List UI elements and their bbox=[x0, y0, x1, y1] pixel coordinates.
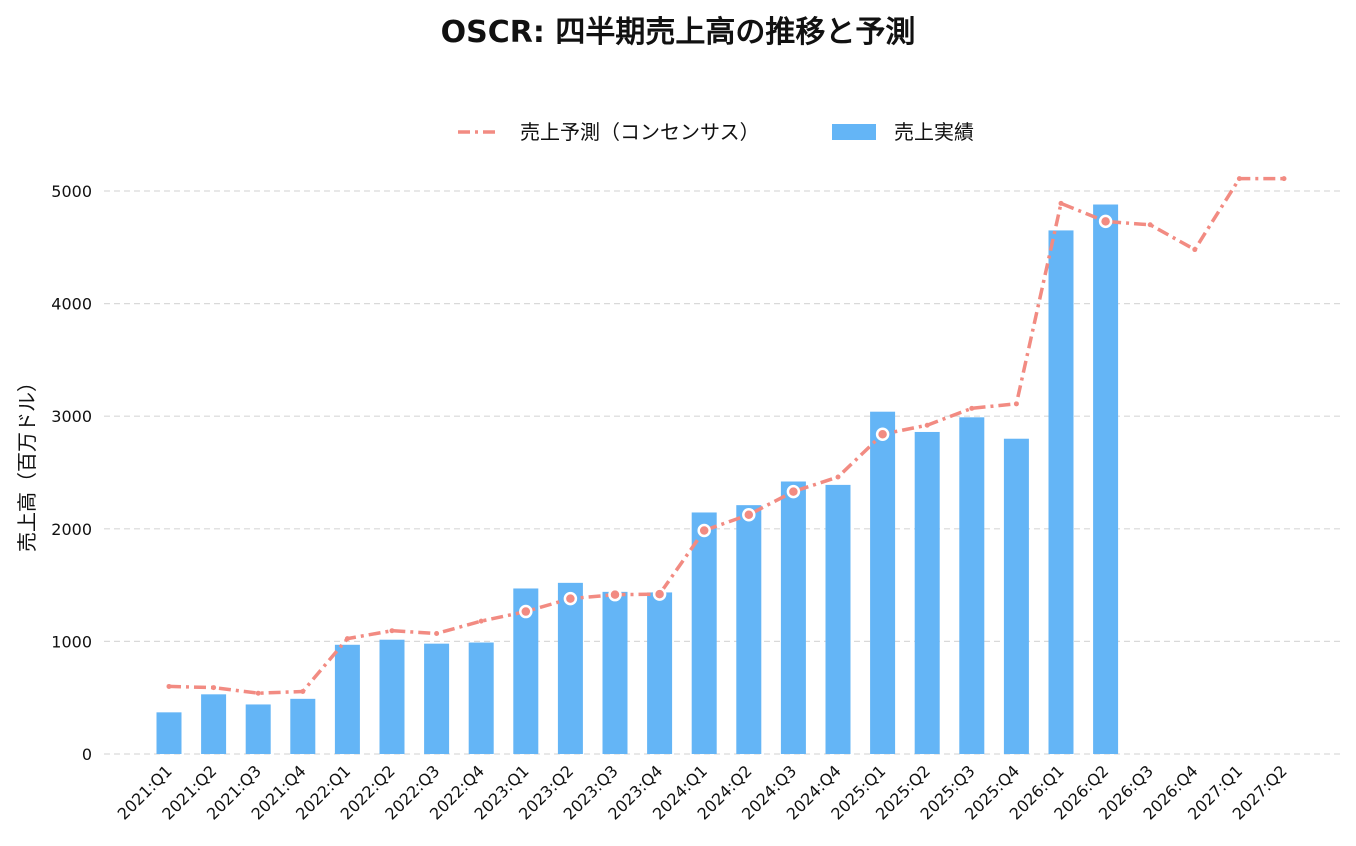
forecast-point bbox=[608, 587, 622, 602]
forecast-point bbox=[1098, 214, 1113, 229]
bar-actual bbox=[334, 644, 360, 754]
bar-actual bbox=[290, 698, 316, 754]
forecast-point bbox=[786, 484, 801, 499]
bar-actual bbox=[959, 417, 985, 754]
forecast-point bbox=[835, 474, 841, 480]
forecast-point bbox=[924, 422, 930, 428]
y-tick-label: 0 bbox=[82, 745, 92, 764]
forecast-point bbox=[255, 690, 261, 696]
forecast-point bbox=[344, 636, 350, 642]
forecast-point bbox=[563, 591, 578, 606]
y-tick-label: 4000 bbox=[51, 295, 92, 314]
forecast-point bbox=[300, 689, 306, 695]
forecast-point bbox=[652, 587, 667, 601]
forecast-point bbox=[211, 685, 217, 691]
bar-actual bbox=[914, 431, 940, 754]
y-tick-label: 1000 bbox=[51, 632, 92, 651]
bar-actual bbox=[736, 505, 762, 754]
forecast-point bbox=[478, 618, 484, 624]
bar-actual bbox=[1003, 438, 1029, 754]
forecast-point bbox=[969, 405, 975, 411]
forecast-point bbox=[1147, 222, 1153, 228]
y-tick-label: 5000 bbox=[51, 182, 92, 201]
forecast-point bbox=[742, 507, 756, 522]
bar-actual bbox=[602, 591, 628, 754]
bar-actual bbox=[557, 582, 583, 754]
forecast-point bbox=[697, 523, 711, 538]
bar-actual bbox=[468, 642, 494, 754]
bar-actual bbox=[825, 484, 851, 754]
legend-actual-label: 売上実績 bbox=[894, 120, 974, 144]
legend: 売上予測（コンセンサス） 売上実績 bbox=[458, 120, 974, 144]
chart-title: OSCR: 四半期売上高の推移と予測 bbox=[441, 15, 916, 50]
bar-actual bbox=[245, 704, 271, 754]
forecast-point bbox=[1013, 401, 1019, 407]
forecast-point bbox=[166, 683, 172, 689]
bar-actual bbox=[647, 592, 673, 754]
forecast-point bbox=[1058, 200, 1064, 206]
forecast-point bbox=[434, 631, 440, 637]
y-tick-label: 3000 bbox=[51, 407, 92, 426]
bar-actual bbox=[1093, 204, 1119, 755]
forecast-point bbox=[389, 628, 395, 634]
legend-actual-swatch bbox=[832, 124, 876, 140]
forecast-line bbox=[168, 176, 1284, 695]
bar-actual bbox=[201, 694, 227, 754]
bar-actual bbox=[780, 481, 806, 754]
forecast-point bbox=[519, 604, 533, 619]
bar-actual bbox=[1048, 230, 1074, 754]
forecast-point bbox=[875, 427, 890, 441]
y-tick-label: 2000 bbox=[51, 520, 92, 539]
bar-actual bbox=[870, 411, 896, 754]
y-axis-label: 売上高（百万ドル） bbox=[15, 372, 39, 552]
bar-actual bbox=[424, 643, 450, 754]
bar-actual bbox=[691, 512, 717, 754]
forecast-point bbox=[1236, 176, 1242, 182]
bar-actual bbox=[156, 712, 182, 754]
legend-forecast-label: 売上予測（コンセンサス） bbox=[520, 120, 760, 144]
bar-actual bbox=[379, 639, 405, 754]
forecast-point bbox=[1281, 176, 1287, 182]
forecast-point bbox=[1192, 247, 1198, 253]
